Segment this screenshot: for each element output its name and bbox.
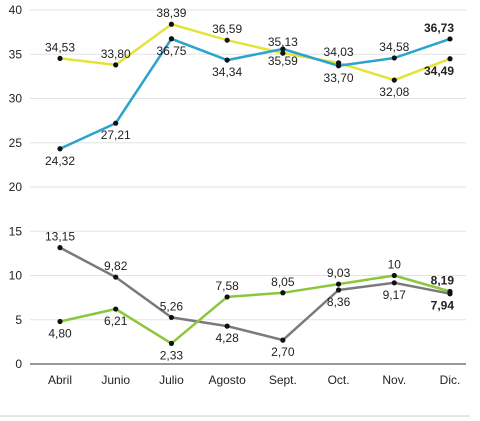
data-point xyxy=(447,56,453,62)
x-tick-label: Sept. xyxy=(269,373,297,387)
data-point xyxy=(280,46,286,52)
data-point xyxy=(168,340,175,346)
data-labels: 34,53 33,80 38,39 36,59 35,13 34,03 32,08 34,49… xyxy=(45,6,454,362)
y-tick-label: 35 xyxy=(9,47,23,61)
series-line-1 xyxy=(58,22,452,82)
data-point xyxy=(224,57,230,63)
series-line-4 xyxy=(58,274,452,345)
series-line-2 xyxy=(58,37,452,151)
data-point xyxy=(391,272,397,279)
data-point xyxy=(335,281,342,287)
data-label: 36,59 xyxy=(212,22,242,36)
data-label: 2,70 xyxy=(271,345,295,359)
data-label: 13,15 xyxy=(45,230,75,244)
y-tick-label: 20 xyxy=(9,180,23,194)
x-tick-label: Oct. xyxy=(328,373,350,387)
data-point xyxy=(57,318,63,325)
data-point xyxy=(113,306,119,312)
data-label: 7,58 xyxy=(215,279,239,293)
x-tick-label: Abril xyxy=(48,373,72,387)
data-point xyxy=(280,50,286,56)
data-label: 35,13 xyxy=(268,35,298,49)
data-label: 4,80 xyxy=(48,327,72,341)
data-label: 34,53 xyxy=(45,40,75,54)
data-point xyxy=(391,280,397,286)
data-point xyxy=(280,337,286,343)
data-point xyxy=(335,287,342,293)
data-points xyxy=(57,21,453,346)
grid-lines xyxy=(30,9,466,365)
y-tick-label: 40 xyxy=(9,3,23,17)
data-label: 4,28 xyxy=(215,331,239,345)
data-label: 9,82 xyxy=(104,259,128,273)
y-tick-label: 10 xyxy=(9,269,23,283)
data-point xyxy=(57,245,63,251)
y-axis-ticks: 0 5 10 15 20 25 30 35 40 xyxy=(9,3,23,371)
x-axis-ticks: Abril Junio Julio Agosto Sept. Oct. Nov. Dic. xyxy=(48,373,460,387)
data-label: 38,39 xyxy=(156,6,186,20)
data-label: 24,32 xyxy=(45,154,75,168)
data-point xyxy=(168,21,175,27)
data-point xyxy=(113,120,119,126)
data-label: 6,21 xyxy=(104,314,128,328)
series-line-3 xyxy=(58,246,452,342)
data-point xyxy=(113,274,119,280)
data-label: 8,19 xyxy=(431,274,455,288)
data-label: 34,34 xyxy=(212,65,242,79)
data-label: 32,08 xyxy=(379,85,409,99)
data-label: 9,03 xyxy=(327,266,351,280)
data-point xyxy=(113,62,119,68)
data-point xyxy=(224,37,230,43)
data-label: 36,73 xyxy=(424,21,454,35)
data-point xyxy=(224,323,230,329)
series-lines xyxy=(58,22,452,345)
x-tick-label: Junio xyxy=(101,373,130,387)
data-label: 34,58 xyxy=(379,40,409,54)
data-label: 7,94 xyxy=(431,299,455,313)
y-tick-label: 25 xyxy=(9,136,23,150)
x-tick-label: Nov. xyxy=(382,373,406,387)
data-point xyxy=(57,55,63,62)
data-point xyxy=(168,36,175,42)
y-tick-label: 5 xyxy=(15,313,22,327)
data-label: 36,75 xyxy=(156,44,186,58)
data-point xyxy=(447,288,453,295)
data-point xyxy=(335,63,342,69)
data-point xyxy=(447,36,453,42)
data-label: 34,49 xyxy=(424,64,454,78)
x-tick-label: Dic. xyxy=(440,373,461,387)
data-label: 10 xyxy=(388,258,402,272)
data-label: 33,80 xyxy=(101,47,131,61)
data-label: 5,26 xyxy=(160,299,184,313)
y-tick-label: 30 xyxy=(9,92,23,106)
y-tick-label: 0 xyxy=(15,357,22,371)
data-label: 8,36 xyxy=(327,295,351,309)
data-label: 34,03 xyxy=(324,45,354,59)
x-tick-label: Agosto xyxy=(208,373,246,387)
x-tick-label: Julio xyxy=(159,373,184,387)
data-label: 2,33 xyxy=(160,348,184,362)
data-label: 9,17 xyxy=(383,288,407,302)
data-point xyxy=(391,77,397,83)
y-tick-label: 15 xyxy=(9,224,23,238)
data-point xyxy=(57,146,63,152)
data-label: 27,21 xyxy=(101,128,131,142)
data-point xyxy=(224,294,230,300)
data-point xyxy=(391,55,397,61)
data-label: 35,59 xyxy=(268,54,298,68)
data-point xyxy=(168,314,175,321)
data-point xyxy=(280,290,286,296)
data-label: 33,70 xyxy=(324,71,354,85)
data-label: 8,05 xyxy=(271,275,295,289)
